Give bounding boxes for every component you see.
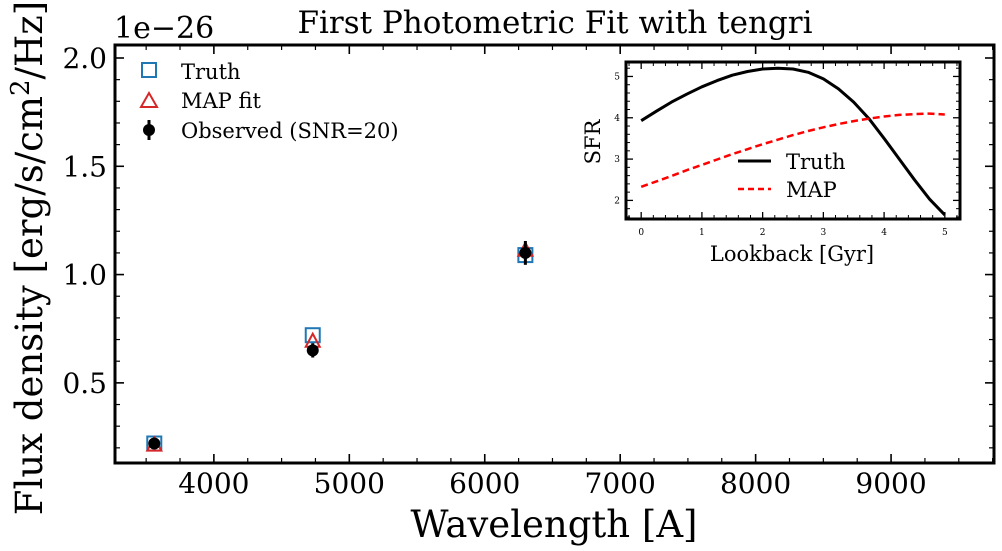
y-axis-label-tail: /Hz]	[8, 1, 51, 80]
x-tick-label: 7000	[585, 467, 656, 500]
main-ticks: 4000 5000 6000 7000 8000 9000 0.5 1.0 1.5 2.0	[62, 42, 994, 500]
x-tick-label: 8000	[720, 467, 791, 500]
x-axis-label: Wavelength [A]	[411, 503, 698, 546]
x-tick-label: 4000	[178, 467, 249, 500]
legend-observed-marker	[143, 124, 155, 136]
main-legend: Truth MAP fit Observed (SNR=20)	[139, 60, 399, 143]
observed-marker	[148, 437, 161, 450]
y-tick-label: 1.0	[62, 259, 107, 292]
y-tick-label: 2.0	[62, 42, 107, 75]
inset-legend-map-label: MAP	[786, 178, 837, 202]
inset-plot-frame	[624, 60, 962, 221]
y-tick-label: 1.5	[62, 150, 107, 183]
chart-title: First Photometric Fit with tengri	[297, 5, 812, 41]
y-axis-label-main: Flux density [erg/s/cm	[8, 96, 51, 515]
x-tick-label: 9000	[855, 467, 926, 500]
inset-x-tick-label: 5	[942, 228, 948, 238]
truth-marker	[304, 327, 321, 344]
inset-x-tick-label: 4	[881, 228, 887, 238]
observed-marker	[519, 246, 532, 259]
x-tick-label: 6000	[449, 467, 520, 500]
inset-y-tick-label: 2	[614, 196, 620, 206]
y-offset-label: 1e−26	[114, 11, 214, 46]
x-tick-label: 5000	[314, 467, 385, 500]
legend-map-fit-marker	[139, 90, 159, 108]
legend-map-fit-label: MAP fit	[181, 89, 261, 113]
inset-background	[626, 62, 960, 219]
legend-truth-marker	[141, 62, 157, 78]
observed-marker	[306, 344, 319, 357]
inset-y-tick-label: 3	[614, 155, 620, 165]
inset-x-axis-label: Lookback [Gyr]	[710, 242, 874, 266]
main-plot-frame	[113, 43, 996, 465]
inset-x-tick-label: 3	[820, 228, 826, 238]
inset-x-tick-label: 0	[638, 228, 644, 238]
main-plot-area	[145, 240, 535, 452]
inset-legend: Truth MAP	[738, 150, 846, 202]
legend-truth-label: Truth	[181, 60, 241, 84]
inset-chart: 0 1 2 3 4 5 2 3 4 5 Lookback [Gyr] SFR Truth MAP	[581, 60, 962, 266]
inset-x-tick-label: 1	[699, 228, 705, 238]
inset-map-line	[640, 112, 945, 188]
y-tick-label: 0.5	[62, 367, 107, 400]
inset-y-tick-label: 4	[614, 114, 620, 124]
inset-legend-truth-label: Truth	[786, 150, 846, 174]
legend-observed-label: Observed (SNR=20)	[181, 119, 399, 143]
y-axis-label-sup: 2	[6, 79, 36, 96]
inset-y-axis-label: SFR	[581, 118, 605, 164]
inset-plot-area	[640, 66, 946, 216]
inset-y-tick-label: 5	[614, 72, 620, 82]
y-axis-label: Flux density [erg/s/cm2/Hz]	[6, 1, 51, 515]
inset-truth-line	[640, 66, 946, 216]
inset-x-tick-label: 2	[760, 228, 766, 238]
